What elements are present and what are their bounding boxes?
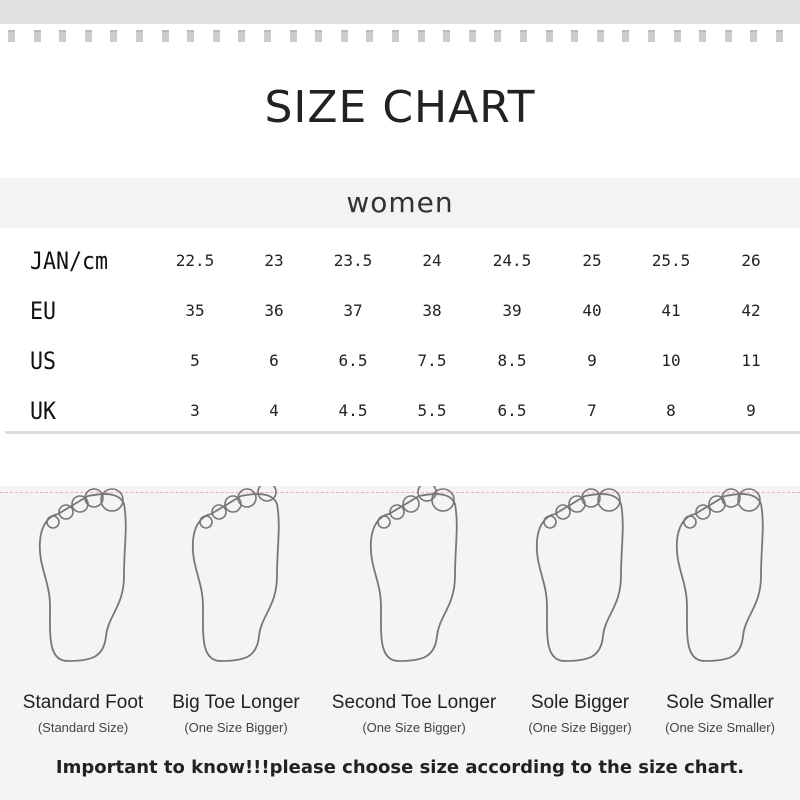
perforation-tick bbox=[724, 30, 732, 42]
table-row: EU 35 36 37 38 39 40 41 42 bbox=[0, 291, 800, 331]
perforation-tick bbox=[84, 30, 92, 42]
table-cell: 6 bbox=[269, 351, 279, 370]
table-cell: 23 bbox=[264, 251, 284, 270]
important-note: Important to know!!!please choose size a… bbox=[55, 757, 745, 778]
toe-guide-line bbox=[0, 492, 800, 493]
perforation-tick bbox=[289, 30, 297, 42]
table-cell: 10 bbox=[661, 351, 681, 370]
table-cell: 39 bbox=[502, 301, 522, 320]
perforation-tick bbox=[571, 30, 579, 42]
perforation-tick bbox=[340, 30, 348, 42]
table-cell: 22.5 bbox=[175, 251, 215, 270]
foot-type-advice: (One Size Bigger) bbox=[362, 720, 466, 735]
perforation-tick bbox=[673, 30, 681, 42]
perforation-tick bbox=[33, 30, 41, 42]
section-header: women bbox=[0, 178, 800, 228]
second-toe-foot-icon bbox=[369, 486, 458, 662]
perforation-tick bbox=[776, 30, 783, 42]
perforation-decoration bbox=[0, 24, 800, 48]
table-cell: 38 bbox=[422, 301, 442, 320]
table-row: US 5 6 6.5 7.5 8.5 9 10 11 bbox=[0, 341, 800, 381]
foot-type-label: Standard Foot bbox=[22, 692, 144, 713]
perforation-tick bbox=[59, 30, 67, 42]
foot-type-label: Second Toe Longer bbox=[331, 692, 497, 713]
perforation-tick bbox=[417, 30, 425, 42]
row-label: EU bbox=[30, 297, 57, 325]
divider bbox=[5, 431, 800, 434]
perforation-tick bbox=[161, 30, 169, 42]
sole-smaller-foot-icon bbox=[675, 488, 764, 662]
table-cell: 35 bbox=[185, 301, 205, 320]
table-cell: 36 bbox=[264, 301, 284, 320]
table-cell: 25.5 bbox=[651, 251, 691, 270]
perforation-tick bbox=[494, 30, 502, 42]
table-cell: 25 bbox=[582, 251, 602, 270]
table-cell: 23.5 bbox=[333, 251, 373, 270]
table-cell: 42 bbox=[741, 301, 761, 320]
perforation-tick bbox=[699, 30, 707, 42]
table-cell: 24.5 bbox=[492, 251, 532, 270]
perforation-tick bbox=[443, 30, 451, 42]
page-title: SIZE CHART bbox=[264, 82, 536, 133]
table-cell: 37 bbox=[343, 301, 363, 320]
standard-foot-icon bbox=[38, 488, 127, 662]
foot-type-advice: (One Size Bigger) bbox=[528, 720, 632, 735]
foot-type-advice: (One Size Smaller) bbox=[665, 720, 775, 735]
foot-type-advice: (Standard Size) bbox=[37, 720, 129, 735]
foot-type-label: Big Toe Longer bbox=[172, 692, 300, 713]
perforation-tick bbox=[648, 30, 655, 42]
table-cell: 9 bbox=[587, 351, 597, 370]
perforation-tick bbox=[212, 30, 220, 42]
table-cell: 9 bbox=[746, 401, 756, 420]
foot-type-advice: (One Size Bigger) bbox=[184, 720, 288, 735]
table-cell: 7.5 bbox=[417, 351, 447, 370]
table-cell: 8.5 bbox=[497, 351, 527, 370]
table-cell: 11 bbox=[741, 351, 761, 370]
table-cell: 4.5 bbox=[338, 401, 368, 420]
table-cell: 5 bbox=[190, 351, 200, 370]
perforation-tick bbox=[622, 30, 630, 42]
perforation-tick bbox=[545, 30, 553, 42]
row-label: JAN/cm bbox=[30, 247, 109, 275]
perforation-tick bbox=[468, 30, 476, 42]
perforation-tick bbox=[520, 30, 527, 42]
top-band bbox=[0, 0, 800, 24]
foot-type-area bbox=[0, 486, 800, 800]
table-cell: 24 bbox=[422, 251, 442, 270]
perforation-tick bbox=[8, 30, 15, 42]
perforation-tick bbox=[110, 30, 118, 42]
perforation-tick bbox=[187, 30, 195, 42]
perforation-tick bbox=[136, 30, 143, 42]
table-row: JAN/cm 22.5 23 23.5 24 24.5 25 25.5 26 bbox=[0, 241, 800, 281]
perforation-tick bbox=[750, 30, 758, 42]
table-cell: 41 bbox=[661, 301, 681, 320]
perforation-tick bbox=[392, 30, 399, 42]
table-cell: 5.5 bbox=[417, 401, 447, 420]
big-toe-foot-icon bbox=[191, 486, 280, 662]
perforation-tick bbox=[264, 30, 271, 42]
table-cell: 40 bbox=[582, 301, 602, 320]
table-cell: 6.5 bbox=[338, 351, 368, 370]
row-label: UK bbox=[30, 397, 57, 425]
row-label: US bbox=[30, 347, 57, 375]
table-cell: 6.5 bbox=[497, 401, 527, 420]
perforation-tick bbox=[315, 30, 323, 42]
table-cell: 8 bbox=[666, 401, 676, 420]
foot-type-label: Sole Smaller bbox=[666, 692, 774, 713]
perforation-tick bbox=[238, 30, 246, 42]
table-cell: 7 bbox=[587, 401, 597, 420]
sole-bigger-foot-icon bbox=[535, 488, 624, 662]
table-cell: 3 bbox=[190, 401, 200, 420]
perforation-tick bbox=[596, 30, 604, 42]
foot-type-label: Sole Bigger bbox=[530, 692, 630, 713]
table-cell: 26 bbox=[741, 251, 761, 270]
table-row: UK 3 4 4.5 5.5 6.5 7 8 9 bbox=[0, 391, 800, 431]
perforation-tick bbox=[366, 30, 374, 42]
table-cell: 4 bbox=[269, 401, 279, 420]
